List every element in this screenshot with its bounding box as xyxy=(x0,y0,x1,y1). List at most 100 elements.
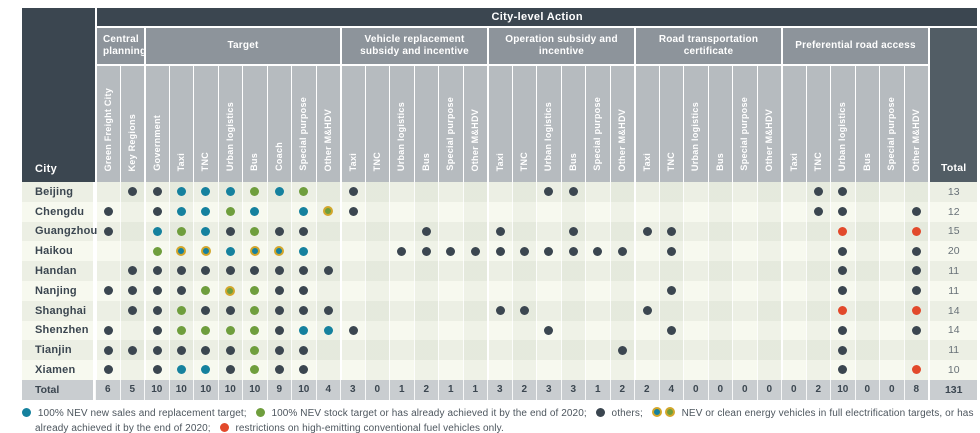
matrix-cell xyxy=(95,280,120,301)
dark-dot xyxy=(127,187,137,197)
red-dot xyxy=(219,422,229,432)
group-header: Target xyxy=(144,26,340,64)
matrix-cell xyxy=(756,280,781,301)
column-header: Other M&HDV xyxy=(315,64,340,182)
matrix-cell xyxy=(364,221,389,242)
matrix-cell xyxy=(217,320,242,341)
matrix-cell xyxy=(511,201,536,222)
matrix-cell xyxy=(903,320,928,341)
matrix-cell xyxy=(805,201,830,222)
city-row-label: Shanghai xyxy=(22,300,95,321)
dark-dot xyxy=(201,305,211,315)
column-header: Key Regions xyxy=(119,64,144,182)
matrix-cell xyxy=(585,360,610,380)
matrix-cell xyxy=(413,201,438,222)
table-title-bar: City-level Action xyxy=(95,8,978,26)
matrix-cell xyxy=(487,221,512,242)
matrix-cell xyxy=(560,221,585,242)
column-header-label: Bus xyxy=(249,153,260,171)
header-row-top: City City-level Action xyxy=(22,8,978,182)
dark-dot xyxy=(103,286,113,296)
dark-dot xyxy=(421,226,431,236)
matrix-cell xyxy=(340,280,365,301)
matrix-cell xyxy=(242,221,267,242)
dark-dot xyxy=(274,365,284,375)
column-header-label: Special purpose xyxy=(739,97,750,171)
matrix-cell xyxy=(389,261,414,281)
matrix-cell xyxy=(340,182,365,202)
matrix-cell xyxy=(707,241,732,262)
matrix-cell xyxy=(903,221,928,242)
dark-dot xyxy=(152,187,162,197)
matrix-cell xyxy=(854,320,879,341)
teal-dot xyxy=(323,325,333,335)
matrix-cell xyxy=(609,221,634,242)
matrix-cell xyxy=(168,360,193,380)
table-body: Beijing 13 Chengdu 12 Guangzhou 15 Haikou 20 Han… xyxy=(22,182,978,400)
matrix-cell xyxy=(609,340,634,361)
column-total: 4 xyxy=(658,379,683,400)
matrix-cell xyxy=(119,201,144,222)
matrix-cell xyxy=(707,201,732,222)
column-header: TNC xyxy=(364,64,389,182)
green-dot xyxy=(250,187,260,197)
dark-dot xyxy=(176,266,186,276)
matrix-cell xyxy=(683,320,708,341)
dark-dot xyxy=(323,305,333,315)
matrix-cell xyxy=(389,320,414,341)
dark-dot xyxy=(250,266,260,276)
matrix-cell xyxy=(805,320,830,341)
matrix-cell xyxy=(756,300,781,321)
dark-dot xyxy=(152,286,162,296)
column-header: Other M&HDV xyxy=(756,64,781,182)
matrix-cell xyxy=(168,201,193,222)
dark-dot xyxy=(103,345,113,355)
matrix-cell xyxy=(683,221,708,242)
matrix-cell xyxy=(536,340,561,361)
matrix-cell xyxy=(413,360,438,380)
column-total: 10 xyxy=(144,379,169,400)
table-row: Tianjin 11 xyxy=(22,340,978,361)
matrix-cell xyxy=(487,280,512,301)
teal-dot xyxy=(274,187,284,197)
matrix-cell xyxy=(438,300,463,321)
city-row-label: Guangzhou xyxy=(22,221,97,242)
dark-dot xyxy=(519,246,529,256)
dark-dot xyxy=(127,266,137,276)
table-row: Haikou 20 xyxy=(22,241,978,262)
dark-dot xyxy=(201,266,211,276)
matrix-cell xyxy=(95,360,120,380)
matrix-cell xyxy=(438,221,463,242)
matrix-cell xyxy=(144,221,169,242)
dark-dot xyxy=(274,266,284,276)
matrix-cell xyxy=(462,182,487,202)
green-dot xyxy=(225,325,235,335)
matrix-cell xyxy=(781,340,806,361)
dark-dot xyxy=(299,286,309,296)
matrix-cell xyxy=(830,320,855,341)
matrix-cell xyxy=(683,340,708,361)
column-total: 0 xyxy=(683,379,708,400)
column-header-label: Special purpose xyxy=(298,97,309,171)
matrix-cell xyxy=(487,320,512,341)
matrix-cell xyxy=(781,280,806,301)
matrix-cell xyxy=(854,300,879,321)
dark-dot xyxy=(152,266,162,276)
matrix-cell xyxy=(462,201,487,222)
matrix-cell xyxy=(438,261,463,281)
table-row: Xiamen 10 xyxy=(22,360,978,380)
matrix-cell xyxy=(364,261,389,281)
matrix-cell xyxy=(879,261,904,281)
matrix-cell xyxy=(95,221,120,242)
matrix-cell xyxy=(903,360,928,380)
matrix-cell xyxy=(732,300,757,321)
dark-dot xyxy=(911,325,921,335)
row-total: 11 xyxy=(928,280,978,301)
matrix-cell xyxy=(805,261,830,281)
matrix-cell xyxy=(854,182,879,202)
column-header: Urban logistics xyxy=(389,64,414,182)
matrix-cell xyxy=(389,201,414,222)
column-header-label: Other M&HDV xyxy=(763,108,774,171)
column-header-label: Other M&HDV xyxy=(910,108,921,171)
